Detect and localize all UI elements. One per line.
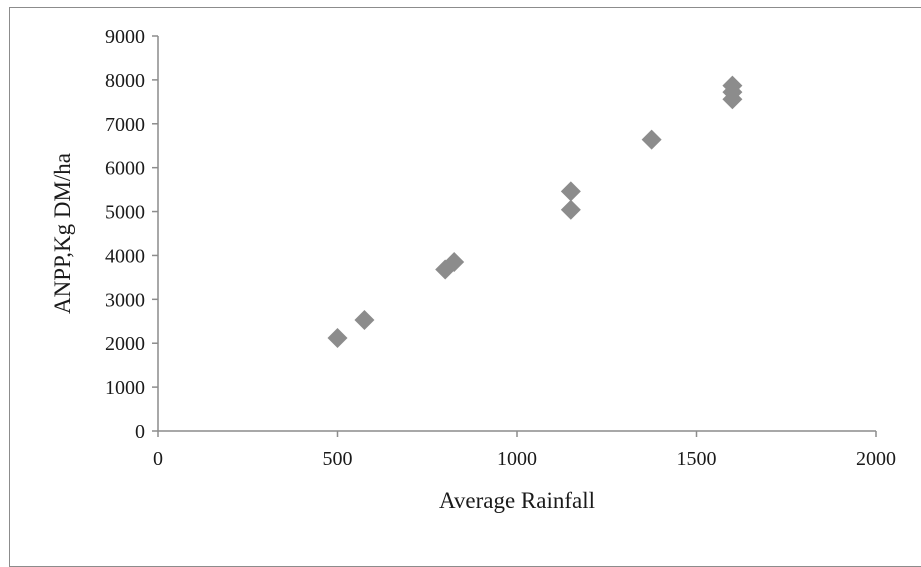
x-axis-title: Average Rainfall xyxy=(439,488,595,513)
data-point xyxy=(560,199,581,220)
data-point xyxy=(327,327,348,348)
y-axis-title: ANPP,Kg DM/ha xyxy=(50,153,75,314)
chart-frame xyxy=(9,7,921,567)
y-ticks: 0 1000 2000 3000 4000 5000 6000 7000 8000 9000 xyxy=(105,26,158,443)
x-tick-label: 2000 xyxy=(856,448,896,470)
y-tick-label: 4000 xyxy=(105,245,145,267)
data-point xyxy=(560,181,581,202)
y-tick-label: 1000 xyxy=(105,377,145,399)
y-tick-label: 6000 xyxy=(105,158,145,180)
y-tick-label: 9000 xyxy=(105,26,145,48)
x-ticks: 0 500 1000 1500 2000 xyxy=(153,431,896,470)
x-tick-label: 1500 xyxy=(677,448,717,470)
x-tick-label: 1000 xyxy=(497,448,537,470)
x-tick-label: 0 xyxy=(153,448,163,470)
data-point xyxy=(641,129,662,150)
y-tick-label: 7000 xyxy=(105,114,145,136)
data-point xyxy=(722,75,743,96)
data-points xyxy=(327,75,743,348)
data-point xyxy=(444,252,465,273)
y-tick-label: 3000 xyxy=(105,289,145,311)
y-tick-label: 8000 xyxy=(105,70,145,92)
y-tick-label: 0 xyxy=(135,421,145,443)
scatter-chart: 0 1000 2000 3000 4000 5000 6000 7000 8000 9000 0 5… xyxy=(50,26,896,513)
y-tick-label: 5000 xyxy=(105,202,145,224)
y-tick-label: 2000 xyxy=(105,333,145,355)
x-tick-label: 500 xyxy=(323,448,353,470)
data-point xyxy=(354,309,375,330)
axes: 0 1000 2000 3000 4000 5000 6000 7000 8000 9000 0 5… xyxy=(105,26,896,470)
